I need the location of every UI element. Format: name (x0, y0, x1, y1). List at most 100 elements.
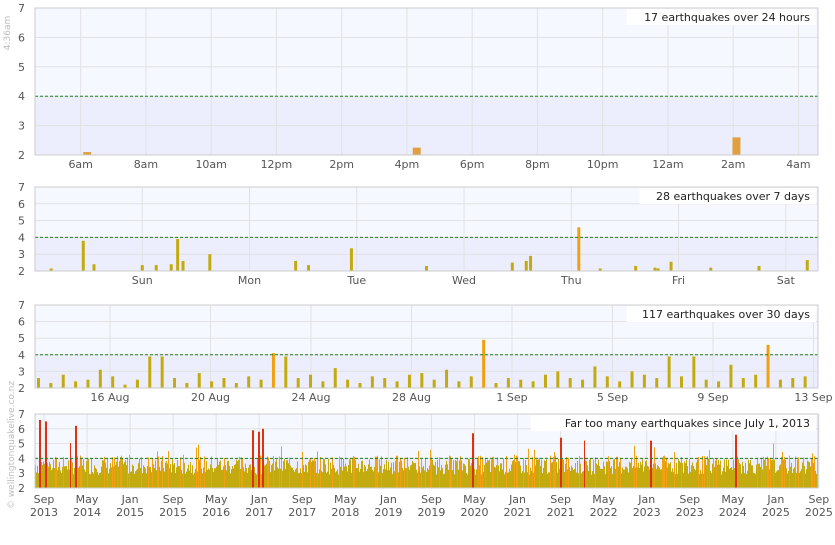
quake-bar (745, 462, 746, 488)
quake-bar (142, 473, 143, 488)
quake-bar (577, 460, 578, 488)
quake-bar (709, 450, 710, 488)
quake-bar (696, 462, 697, 488)
quake-bar (610, 467, 611, 488)
quake-bar (593, 366, 597, 388)
quake-bar (223, 466, 224, 488)
chart-title: 28 earthquakes over 7 days (656, 190, 810, 203)
quake-bar (405, 467, 406, 488)
quake-bar (494, 383, 498, 388)
quake-bar (351, 472, 352, 488)
quake-bar (64, 466, 65, 488)
quake-bar (373, 471, 374, 488)
quake-bar (135, 471, 136, 488)
quake-bar (298, 473, 299, 488)
x-tick-label: 2pm (329, 158, 354, 171)
quake-bar (673, 472, 674, 488)
quake-bar (129, 454, 130, 488)
quake-bar (280, 468, 281, 488)
quake-bar-peak (650, 440, 652, 488)
quake-bar (200, 457, 201, 488)
quake-bar (496, 465, 497, 488)
quake-bar (461, 460, 462, 488)
quake-bar (599, 466, 600, 488)
quake-bar (91, 458, 92, 488)
quake-bar (145, 468, 146, 488)
quake-bar (538, 459, 539, 488)
quake-bar (689, 459, 690, 488)
quake-bar (336, 471, 337, 488)
quake-bar (506, 378, 510, 388)
quake-bar (343, 458, 344, 488)
quake-bar (304, 471, 305, 488)
quake-bar (707, 456, 708, 488)
quake-bar (425, 265, 428, 271)
quake-bar (297, 461, 298, 488)
quake-bar (350, 459, 351, 488)
x-tick-label-year: 2024 (719, 506, 747, 519)
quake-bar (629, 461, 630, 488)
quake-bar (532, 456, 533, 488)
quake-bar (808, 461, 809, 488)
quake-bar (155, 460, 156, 488)
quake-bar (812, 453, 813, 488)
x-tick-label: Fri (672, 274, 685, 287)
quake-bar (704, 379, 708, 388)
quake-bar (256, 474, 257, 488)
quake-bar (588, 470, 589, 488)
quake-bar (719, 464, 720, 488)
quake-bar (618, 381, 622, 388)
quake-bar (476, 469, 477, 488)
quake-bar (355, 460, 356, 488)
quake-bar (641, 464, 642, 488)
quake-bar (151, 472, 152, 488)
quake-bar (90, 474, 91, 488)
x-tick-label-year: 2025 (762, 506, 790, 519)
quake-bar (555, 455, 556, 488)
quake-bar (792, 473, 793, 488)
quake-bar (97, 472, 98, 488)
quake-bar (591, 474, 592, 488)
quake-bar (274, 470, 275, 488)
quake-bar (335, 472, 336, 488)
quake-bar (725, 471, 726, 488)
quake-bar (63, 456, 64, 488)
quake-bar (570, 470, 571, 488)
quake-bar (54, 467, 55, 488)
chart-panel-4: 234567Sep2013May2014Jan2015Sep2015May201… (18, 408, 833, 519)
quake-bar (609, 461, 610, 488)
quake-bar (59, 462, 60, 488)
quake-bar (148, 457, 149, 488)
quake-bar (399, 461, 400, 488)
quake-bar (150, 467, 151, 488)
quake-bar (757, 265, 761, 271)
quake-bar (230, 473, 231, 488)
quake-bar (379, 459, 380, 488)
quake-bar (547, 473, 548, 488)
quake-bar (485, 457, 486, 488)
quake-bar (156, 470, 157, 488)
quake-bar (483, 471, 484, 488)
quake-bar (233, 468, 234, 488)
quake-bar (370, 466, 371, 488)
quake-bar (439, 457, 440, 488)
x-tick-label: 6pm (460, 158, 485, 171)
quake-bar (704, 456, 705, 488)
quake-bar (307, 472, 308, 488)
quake-bar (482, 339, 486, 388)
quake-bar (579, 456, 580, 488)
quake-bar (299, 472, 300, 488)
quake-bar (672, 468, 673, 488)
quake-bar (664, 455, 665, 488)
quake-bar (533, 472, 534, 488)
quake-bar-peak (252, 430, 254, 488)
quake-bar (626, 466, 627, 488)
quake-bar (416, 469, 417, 488)
quake-bar (169, 468, 170, 488)
x-tick-label: May (334, 493, 357, 506)
quake-bar (193, 474, 194, 488)
quake-bar (86, 379, 90, 388)
quake-bar (211, 456, 212, 488)
quake-bar (417, 472, 418, 488)
quake-bar (160, 470, 161, 488)
